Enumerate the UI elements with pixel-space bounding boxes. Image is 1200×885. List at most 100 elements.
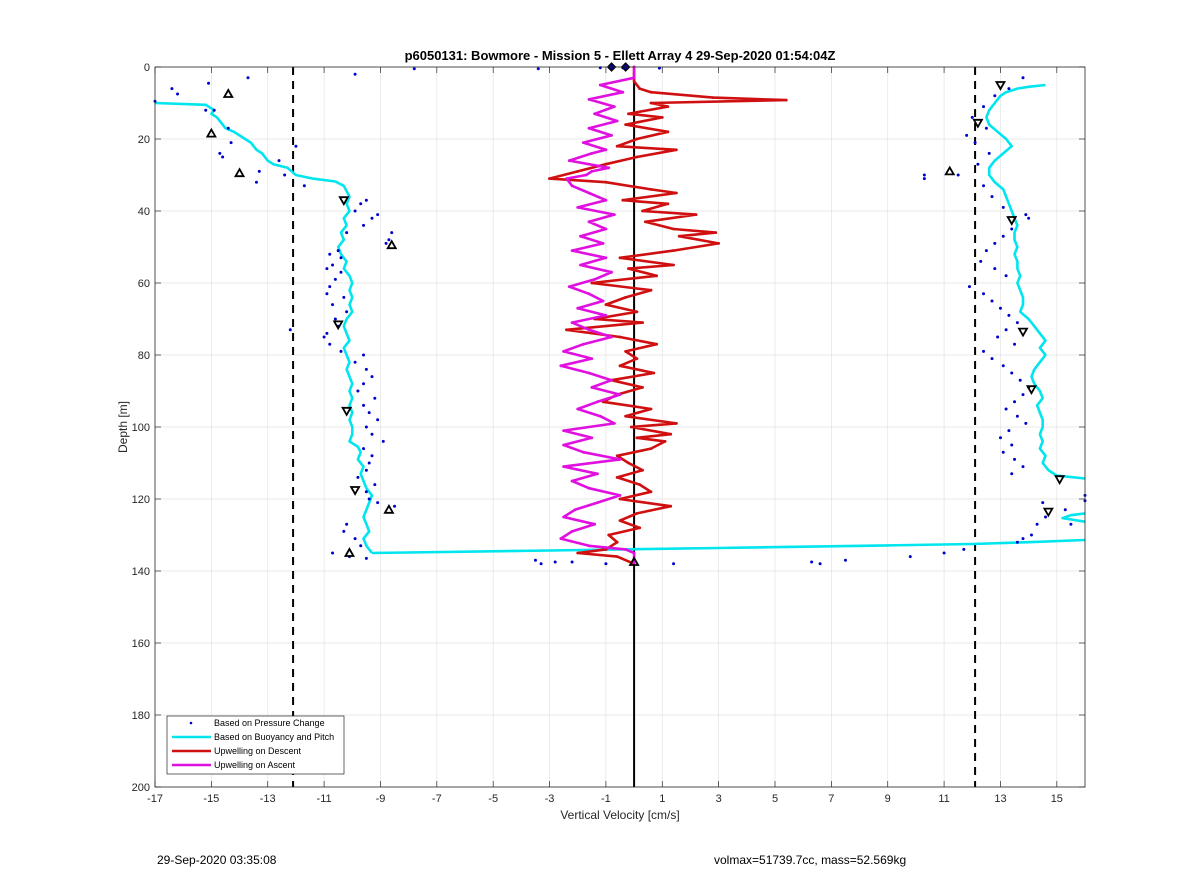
pressure-point [328, 285, 332, 289]
pressure-point [1013, 457, 1017, 461]
pressure-point [982, 184, 986, 188]
series-ascent-point [604, 198, 608, 202]
series-buoyancy_upper_right [985, 83, 1086, 480]
marker-triangle-down [1042, 507, 1054, 518]
series-ascent-point [581, 450, 585, 454]
pressure-point [984, 249, 988, 253]
series-ascent-point [590, 436, 594, 440]
marker-triangle-down [338, 196, 350, 207]
marker-triangle-up [383, 503, 395, 514]
pressure-point [328, 252, 332, 256]
series-ascent-point [562, 515, 566, 519]
pressure-point [976, 162, 980, 166]
series-ascent-point [601, 242, 605, 245]
pressure-point [908, 555, 912, 559]
series-ascent-point [604, 314, 608, 317]
marker-triangle-down [349, 486, 361, 496]
series-descent-point [672, 249, 675, 253]
series-descent-point [641, 321, 644, 324]
series-descent-point [629, 425, 633, 429]
series-ascent-point [590, 170, 594, 173]
pressure-point [998, 306, 1002, 310]
pressure-point [570, 560, 574, 564]
pressure-point [364, 556, 368, 560]
x-tick-label: 15 [1051, 793, 1063, 805]
pressure-point [970, 115, 974, 119]
pressure-point [364, 468, 368, 472]
pressure-point [990, 195, 994, 199]
x-tick-label: -17 [147, 793, 163, 805]
pressure-point [170, 87, 174, 91]
series-ascent-point [573, 508, 577, 512]
series-descent-point [674, 148, 678, 152]
pressure-point [328, 342, 332, 346]
pressure-point [362, 223, 366, 227]
pressure-point [359, 202, 363, 206]
pressure-point [376, 501, 380, 505]
series-ascent-point [579, 234, 582, 238]
pressure-point [965, 133, 969, 137]
x-tick-label: 5 [772, 793, 778, 805]
pressure-point [1069, 522, 1073, 526]
pressure-point [331, 303, 335, 307]
pressure-point [373, 396, 377, 400]
series-descent-point [604, 180, 608, 184]
series-descent-point [638, 483, 642, 486]
pressure-point [367, 411, 371, 415]
series-ascent-point [598, 414, 602, 418]
series-descent-point [624, 296, 628, 299]
series-descent-point [618, 256, 622, 260]
pressure-point [362, 447, 366, 451]
series-ascent-point [612, 213, 616, 217]
marker-triangle-down [994, 81, 1007, 91]
series-descent-point [649, 288, 653, 292]
series-ascent-point [587, 486, 591, 490]
series-descent-point [649, 447, 653, 450]
series-ascent-point [590, 357, 594, 360]
pressure-point [370, 432, 374, 436]
series-descent-point [784, 98, 788, 102]
pressure-point [990, 357, 994, 361]
series-descent-point [666, 130, 670, 134]
series-buoyancy_ascent [371, 538, 1086, 555]
series-descent-point [627, 461, 630, 465]
pressure-point [1021, 465, 1025, 469]
pressure-point [353, 72, 357, 76]
series-descent-point [649, 90, 653, 94]
series-descent-point [714, 231, 718, 235]
pressure-point [246, 76, 250, 80]
series-ascent-point [570, 249, 574, 253]
pressure-point [370, 216, 374, 220]
pressure-point [364, 198, 368, 202]
pressure-point [356, 389, 360, 393]
series-descent-point [624, 350, 628, 353]
series-ascent-point [632, 76, 636, 80]
marker-triangle-down [1025, 385, 1038, 396]
pressure-point [942, 551, 946, 555]
pressure-point [1021, 76, 1025, 80]
pressure-point [1001, 205, 1005, 209]
pressure-point [384, 241, 388, 245]
series-descent-point [604, 303, 608, 306]
pressure-point [325, 267, 329, 271]
pressure-point [362, 353, 366, 357]
series-buoyancy_lower_right [1061, 512, 1086, 523]
pressure-point [226, 126, 230, 130]
series-descent-point [655, 342, 659, 346]
pressure-point [325, 331, 329, 335]
pressure-point [353, 209, 357, 213]
series-ascent-point [593, 112, 597, 116]
pressure-point [218, 151, 222, 155]
x-tick-label: 1 [659, 793, 665, 805]
x-tick-label: -11 [317, 793, 332, 805]
pressure-point [996, 335, 1000, 339]
series-descent-point [590, 281, 594, 285]
pressure-point [1007, 87, 1011, 91]
pressure-point [302, 184, 306, 188]
x-tick-label: -9 [376, 793, 386, 805]
series-descent-point [618, 364, 622, 368]
pressure-point [536, 67, 540, 71]
pressure-point [993, 94, 997, 98]
footer-volmax-mass: volmax=51739.7cc, mass=52.569kg [714, 853, 907, 867]
